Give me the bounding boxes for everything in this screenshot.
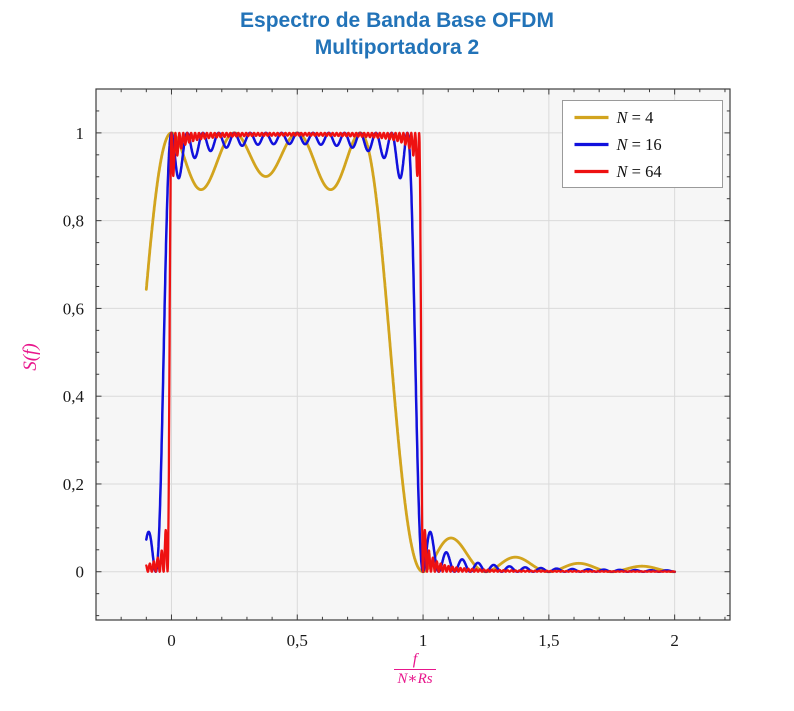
x-tick-label: 1,5: [538, 631, 559, 650]
x-tick-label: 0: [167, 631, 176, 650]
legend-label-value: = 4: [628, 108, 654, 127]
axes-frame: [95, 88, 731, 621]
chart-title: Espectro de Banda Base OFDM Multiportado…: [0, 7, 794, 61]
chart-title-line2: Multiportadora 2: [314, 36, 480, 59]
y-tick-label: 0: [76, 563, 85, 582]
chart-title-line1: Espectro de Banda Base OFDM: [240, 9, 554, 32]
legend-label-N-16: N = 16: [616, 135, 662, 154]
x-tick-label: 0,5: [287, 631, 308, 650]
legend-label-value: = 64: [628, 162, 662, 181]
x-axis-fraction: f N∗Rs: [394, 651, 436, 687]
legend-label-symbol: N: [616, 135, 629, 154]
series-line-N-64: [145, 131, 676, 573]
legend-label-symbol: N: [616, 162, 629, 181]
y-tick-label: 0,8: [63, 212, 84, 231]
legend-label-N-64: N = 64: [616, 162, 662, 181]
x-tick-label: 1: [419, 631, 428, 650]
legend-label-value: = 16: [628, 135, 662, 154]
y-tick-label: 1: [76, 124, 85, 143]
legend-label-symbol: N: [616, 108, 629, 127]
legend-label-N-4: N = 4: [616, 108, 654, 127]
y-tick-label: 0,2: [63, 475, 84, 494]
x-tick-label: 2: [670, 631, 679, 650]
x-axis-label: f N∗Rs: [36, 651, 794, 688]
fraction-bar: [394, 669, 436, 670]
x-axis-label-numerator: f: [412, 651, 418, 668]
y-axis-label: S(f): [20, 343, 41, 371]
x-axis-label-denominator: N∗Rs: [397, 671, 433, 687]
y-tick-label: 0,4: [63, 387, 85, 406]
y-tick-label: 0,6: [63, 299, 84, 318]
